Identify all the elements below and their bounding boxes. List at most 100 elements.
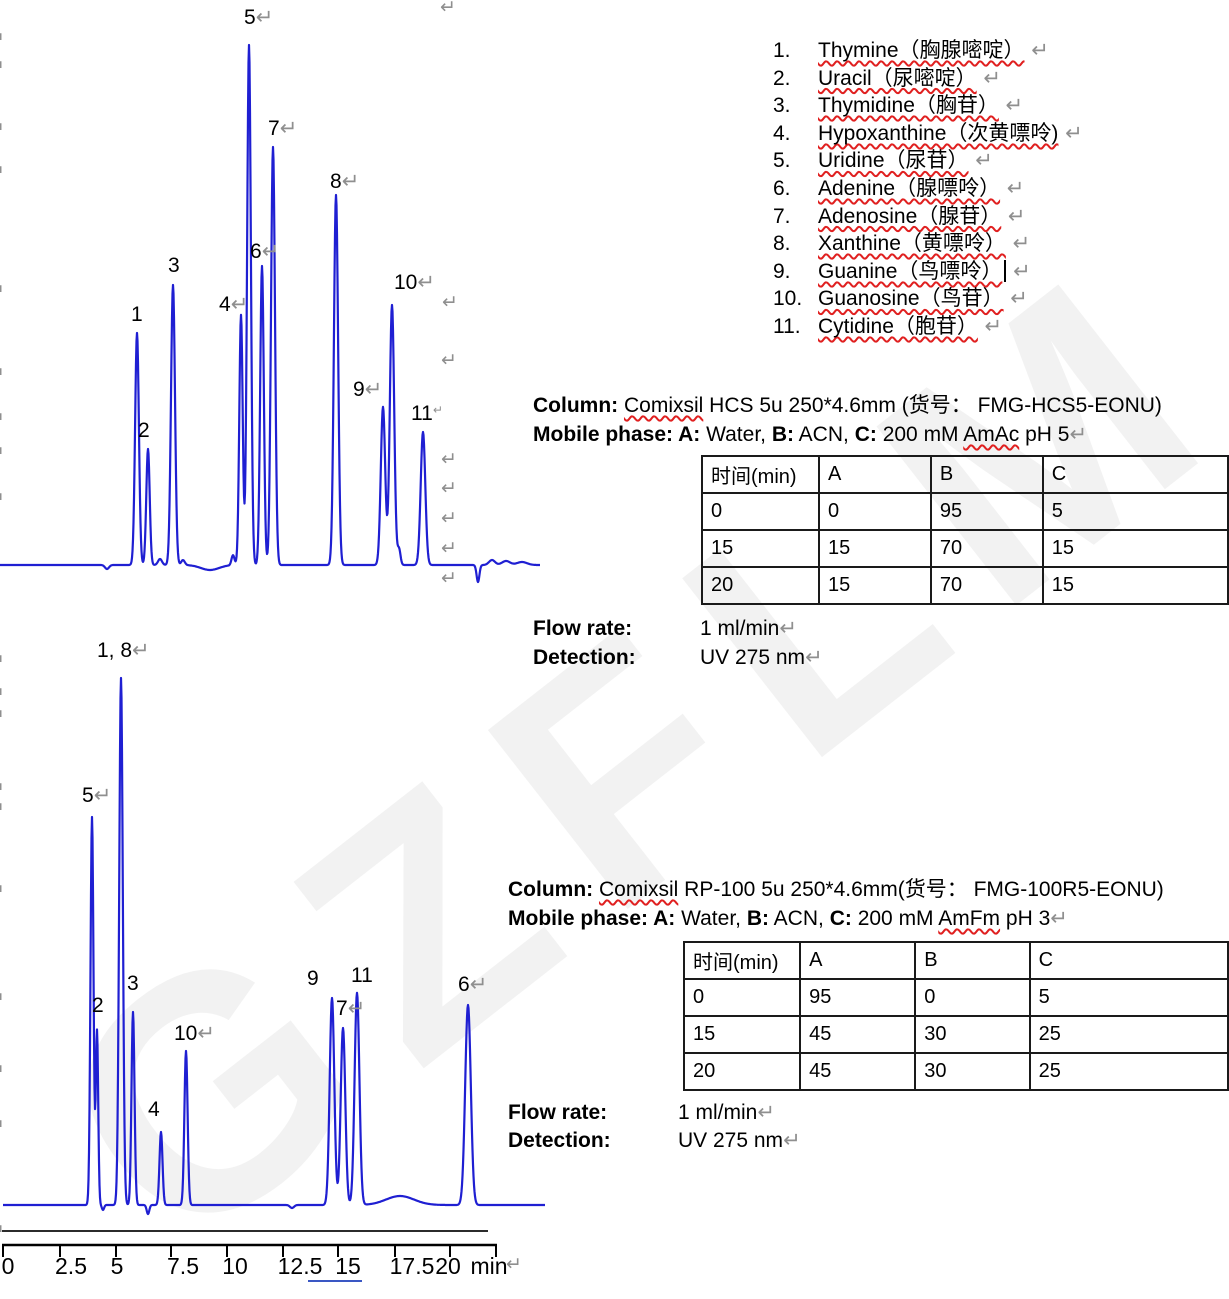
compound-name: Uracil（尿嘧啶）	[818, 66, 977, 90]
compound-name: Uridine（尿苷）	[818, 149, 969, 173]
table-cell: 45	[799, 1015, 917, 1054]
peak-label-1-8: 1, 8↵	[97, 638, 150, 662]
return-mark-icon: ↵	[757, 1100, 775, 1124]
compound-name: Guanine（鸟嘌呤）	[818, 259, 1003, 283]
table-row: 15 45 30 25	[682, 1015, 1229, 1054]
peak-label-4: 4	[148, 1098, 160, 1121]
item-number: 11.	[773, 314, 801, 338]
axis-tick-label: 0	[1, 1253, 15, 1279]
return-mark-icon: ↵	[1005, 231, 1031, 256]
return-mark-icon: ↵	[779, 616, 797, 640]
table-cell: 0	[914, 978, 1031, 1017]
table-cell: 20	[682, 1052, 802, 1091]
flow-rate-label: Flow rate:	[533, 617, 633, 640]
table-cell: 5	[1028, 978, 1229, 1017]
compound-name: Thymidine（胸苷）	[818, 94, 999, 118]
return-mark-icon: ↵	[0, 1220, 5, 1242]
return-mark-icon: ↵	[0, 705, 5, 727]
item-number: 1.	[773, 39, 791, 62]
return-mark-icon: ↵	[441, 448, 457, 470]
compound-list-item: 5. Uridine（尿苷） ↵	[773, 147, 1083, 175]
table-header-cell: C	[1028, 941, 1229, 980]
detection-line-2: Detection: UV 275 nm↵	[508, 1128, 801, 1153]
table-cell: 70	[929, 529, 1044, 568]
return-mark-icon: ↵	[0, 650, 5, 672]
axis-tick-label: 12.5	[277, 1253, 323, 1279]
return-mark-icon: ↵	[440, 0, 456, 18]
table-cell: 20	[700, 566, 821, 605]
return-mark-icon: ↵	[255, 5, 274, 29]
peak-label-1: 1	[131, 303, 143, 326]
compound-list-item: 6. Adenine（腺嘌呤） ↵	[773, 175, 1083, 203]
detection-label: Detection:	[533, 646, 636, 669]
compound-name: Adenosine（腺苷）	[818, 204, 1002, 228]
compound-name: Xanthine（黄嘌呤）	[818, 232, 1006, 256]
table-cell: 25	[1028, 1015, 1229, 1054]
peak-label-5: 5↵	[82, 783, 112, 807]
mobile-phase-line-2: Mobile phase: A: Water, B: ACN, C: 200 m…	[508, 906, 1068, 930]
return-mark-icon: ↵	[341, 169, 360, 193]
return-mark-icon: ↵	[441, 477, 457, 499]
return-mark-icon: ↵	[506, 1253, 522, 1275]
return-mark-icon: ↵	[197, 1021, 215, 1045]
item-number: 8.	[773, 232, 791, 256]
table-cell: 30	[914, 1015, 1031, 1054]
return-mark-icon: ↵	[0, 778, 5, 800]
table-cell: 0	[818, 492, 932, 531]
return-mark-icon: ↵	[417, 270, 435, 294]
compound-list-item: 11. Cytidine（胞苷） ↵	[773, 313, 1083, 341]
table-cell: 15	[818, 566, 932, 605]
peak-label-10: 10↵	[394, 270, 435, 294]
table-header-cell: B	[929, 455, 1044, 494]
compound-name: Adenine（腺嘌呤）	[818, 176, 1001, 200]
table-cell: 15	[1041, 529, 1229, 568]
flow-rate-label: Flow rate:	[508, 1101, 608, 1124]
flow-rate-value: 1 ml/min	[700, 617, 780, 640]
table-header-cell: 时间(min)	[700, 455, 821, 494]
return-mark-icon: ↵	[0, 56, 5, 78]
return-mark-icon: ↵	[347, 996, 366, 1020]
return-mark-icon: ↵	[0, 280, 5, 302]
table-cell: 0	[700, 492, 821, 531]
compound-list-item: 10. Guanosine（鸟苷） ↵	[773, 285, 1083, 313]
peak-label-11: 11↵	[411, 402, 443, 425]
return-mark-icon: ↵	[998, 93, 1024, 118]
return-mark-icon: ↵	[0, 1115, 5, 1137]
compound-list-item: 4. Hypoxanthine（次黄嘌呤) ↵	[773, 120, 1083, 148]
table-cell: 30	[914, 1052, 1031, 1091]
return-mark-icon: ↵	[968, 148, 993, 173]
return-mark-icon: ↵	[977, 313, 1003, 338]
item-number: 5.	[773, 149, 791, 173]
compound-list-item: 3. Thymidine（胸苷） ↵	[773, 92, 1083, 120]
compound-list: 1. Thymine（胸腺嘧啶） ↵ 2. Uracil（尿嘧啶） ↵ 3. Thymid…	[773, 37, 1083, 341]
peak-label-8: 8↵	[330, 169, 360, 193]
gradient-table-2: 时间(min) A B C 0 95 0 5 15 45 30 25 20 45 30 25	[682, 941, 1229, 1091]
peak-label-11: 11	[351, 964, 373, 987]
item-number: 6.	[773, 176, 791, 200]
peak-label-7: 7↵	[336, 996, 366, 1020]
item-number: 3.	[773, 94, 791, 118]
return-mark-icon: ↵	[0, 880, 5, 902]
return-mark-icon: ↵	[0, 683, 5, 705]
table-cell: 15	[700, 529, 821, 568]
peak-label-2: 2	[92, 994, 104, 1017]
table-row: 20 15 70 15	[700, 566, 1229, 605]
peak-label-5: 5↵	[244, 5, 274, 29]
axis-unit-label: min	[470, 1253, 508, 1279]
return-mark-icon: ↵	[1024, 38, 1049, 62]
peak-label-6: 6↵	[458, 972, 488, 996]
return-mark-icon: ↵	[1003, 286, 1028, 311]
axis-tick-label: 7.5	[167, 1253, 199, 1279]
table-cell: 15	[1041, 566, 1229, 605]
return-mark-icon: ↵	[132, 638, 150, 662]
peak-label-6: 6↵	[250, 239, 280, 263]
peak-label-7: 7↵	[268, 116, 298, 140]
table-cell: 5	[1041, 492, 1229, 531]
table-row: 0 95 0 5	[682, 978, 1229, 1017]
peak-label-10: 10↵	[174, 1021, 215, 1045]
axis-tick-label: 2.5	[55, 1253, 87, 1279]
table-cell: 15	[682, 1015, 802, 1054]
table-header-row: 时间(min) A B C	[682, 941, 1229, 980]
